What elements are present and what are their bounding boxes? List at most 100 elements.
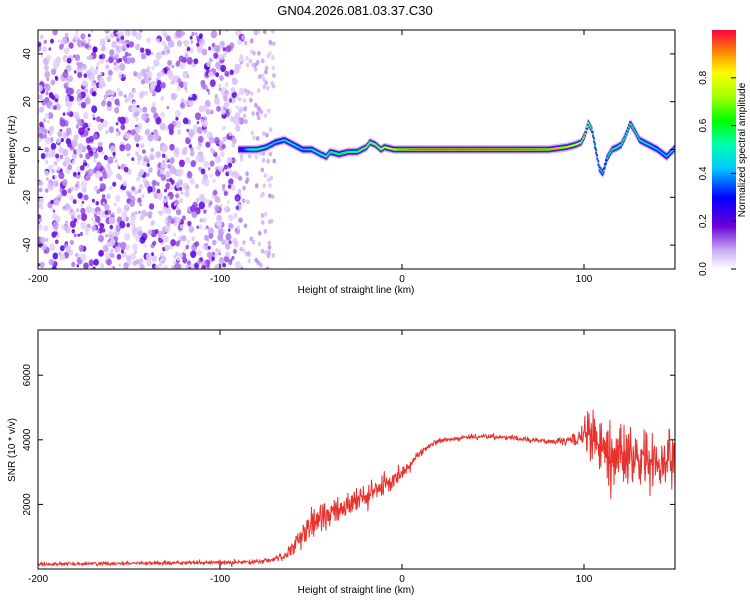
signal-cell [541,148,544,151]
noise-blob [126,132,131,139]
noise-blob [160,111,166,118]
noise-blob [238,87,245,96]
noise-blob [219,75,224,81]
noise-blob [104,210,109,215]
signal-cell [481,148,484,151]
noise-blob [97,142,101,146]
signal-cell [440,148,442,151]
signal-cell [284,139,286,141]
noise-blob [170,179,175,185]
noise-blob [80,207,86,215]
noise-blob [235,228,241,235]
noise-blob [263,30,267,35]
noise-blob [135,143,140,148]
noise-blob [39,106,45,113]
noise-blob [196,121,200,125]
noise-blob [260,220,265,225]
noise-blob [81,79,88,87]
noise-blob [138,183,144,190]
signal-cell [305,148,308,151]
noise-blob [97,145,103,153]
noise-blob [224,70,229,77]
noise-blob [238,117,245,125]
signal-cell [667,154,669,156]
signal-cell [507,148,510,151]
noise-blob [87,127,90,131]
noise-blob [140,209,147,218]
signal-cell [355,151,357,153]
noise-blob [208,71,214,78]
signal-cell [530,148,533,151]
noise-blob [109,248,114,254]
signal-cell [610,150,613,152]
noise-blob [81,186,87,193]
noise-blob [61,36,68,45]
noise-blob [182,117,189,125]
noise-blob [138,257,144,265]
noise-blob [137,160,141,165]
noise-blob [260,213,265,218]
noise-blob [75,124,80,129]
noise-blob [58,147,64,154]
noise-blob [163,199,167,204]
noise-blob [101,100,106,107]
noise-blob [191,205,196,212]
noise-blob [50,137,54,141]
signal-cell [272,143,274,145]
noise-blob [131,226,138,234]
signal-cell [644,142,646,144]
noise-blob [144,77,150,84]
signal-cell [326,154,329,156]
noise-blob [115,131,120,137]
noise-blob [268,193,272,199]
noise-blob [248,58,253,64]
noise-blob [235,261,241,269]
noise-blob [119,63,126,71]
noise-blob [55,153,60,159]
noise-blob [222,136,227,142]
noise-blob [126,43,130,48]
noise-blob [138,210,141,214]
noise-blob [130,57,136,64]
noise-blob [136,176,141,182]
noise-blob [108,56,114,64]
signal-cell [594,145,596,147]
noise-blob [187,266,192,269]
signal-cell [624,135,627,137]
signal-cell [327,153,330,155]
signal-cell [553,148,556,150]
signal-cell [548,148,550,151]
signal-cell [350,151,353,153]
noise-blob [244,119,248,124]
noise-blob [262,77,266,83]
signal-cell [446,148,449,151]
noise-blob [209,79,216,88]
noise-blob [81,119,84,123]
noise-blob [176,40,183,47]
signal-cell [552,148,555,150]
signal-cell [409,148,412,151]
signal-cell [266,145,269,148]
signal-cell [316,151,319,154]
signal-cell [478,148,480,151]
noise-blob [259,262,263,268]
noise-blob [43,64,49,71]
noise-blob [228,214,234,222]
signal-cell [576,143,579,145]
noise-blob [131,186,135,191]
noise-blob [72,199,77,205]
signal-cell [414,148,416,151]
noise-blob [185,89,188,93]
signal-cell [358,150,360,152]
noise-blob [125,244,131,251]
signal-cell [321,154,323,156]
noise-blob [180,191,184,195]
noise-blob [135,117,139,122]
signal-cell [549,148,551,150]
signal-cell [482,148,485,151]
signal-cell [656,148,658,150]
signal-cell [526,148,529,151]
noise-blob [106,75,112,82]
signal-cell [652,146,654,148]
noise-blob [212,239,217,246]
